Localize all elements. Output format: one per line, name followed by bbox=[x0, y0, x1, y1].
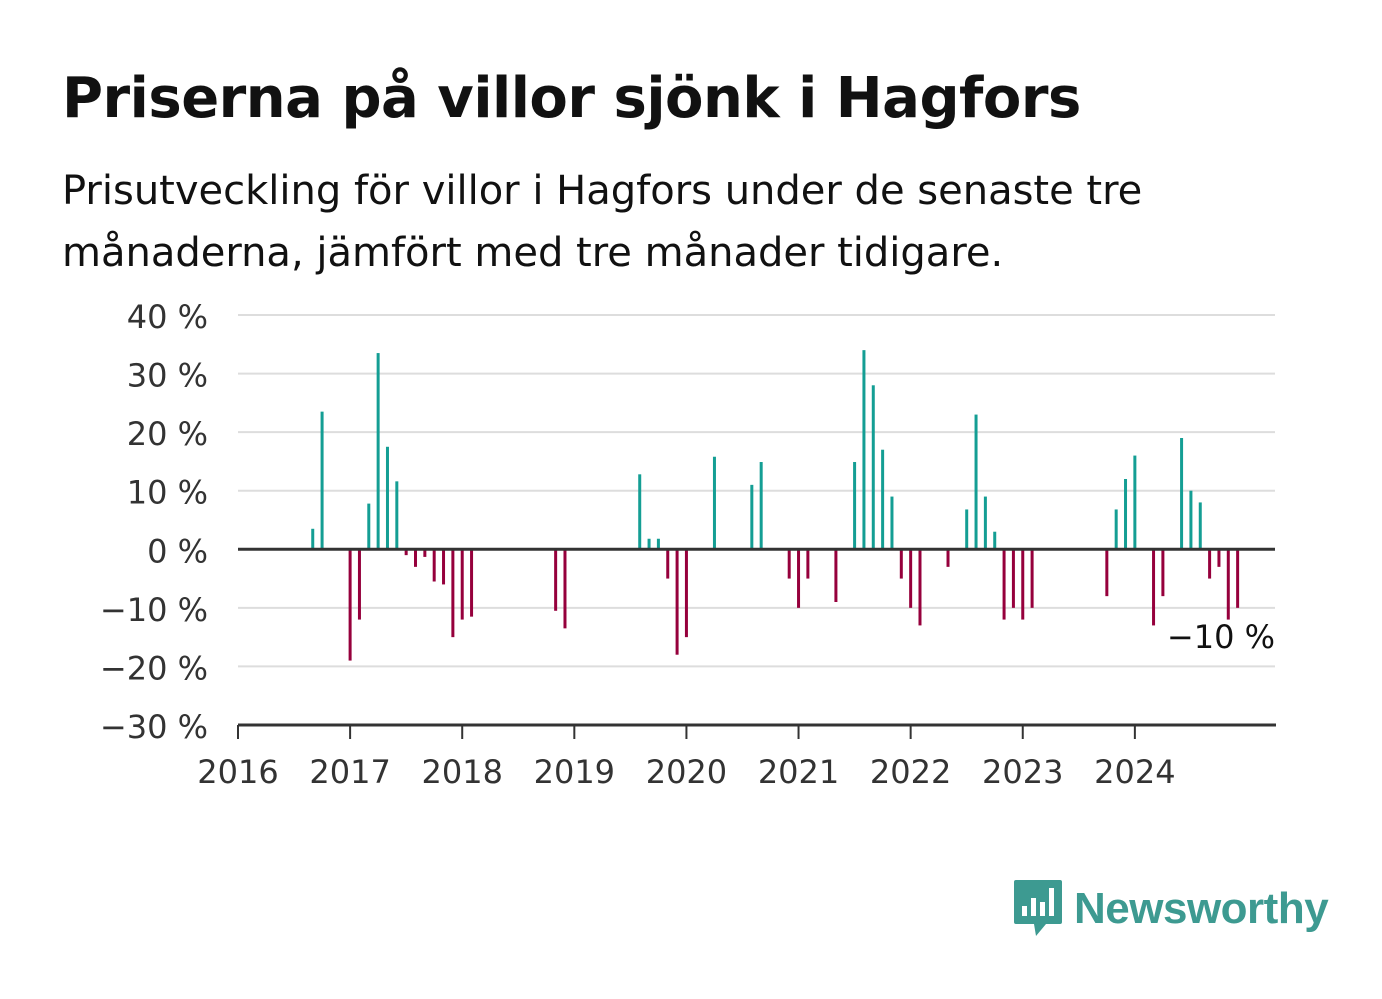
bar bbox=[1152, 549, 1156, 626]
x-tick-label: 2016 bbox=[197, 753, 278, 791]
gridlines bbox=[238, 314, 1275, 668]
y-tick-label: 40 % bbox=[127, 298, 208, 336]
brand-name: Newsworthy bbox=[1074, 884, 1329, 933]
bar bbox=[918, 549, 922, 626]
chart-subtitle: Prisutveckling för villor i Hagfors unde… bbox=[62, 168, 1143, 276]
bar bbox=[797, 549, 801, 608]
bar bbox=[1105, 549, 1109, 597]
bar bbox=[1198, 502, 1202, 550]
bar bbox=[460, 549, 464, 620]
bar bbox=[675, 549, 679, 655]
bar bbox=[1124, 479, 1128, 550]
y-tick-label: −20 % bbox=[100, 649, 208, 687]
x-tick-label: 2021 bbox=[758, 753, 839, 791]
bar bbox=[357, 549, 361, 620]
bar bbox=[946, 549, 950, 567]
bar bbox=[1021, 549, 1025, 620]
bar bbox=[890, 496, 894, 550]
y-tick-label: 0 % bbox=[147, 532, 208, 570]
y-tick-label: −30 % bbox=[100, 708, 208, 746]
last-value-annotation: −10 % bbox=[1167, 618, 1275, 656]
bar bbox=[470, 549, 474, 617]
bar-chart: 40 % 30 % 20 % 10 % 0 % −10 % −20 % −30 % 2016 20… bbox=[100, 298, 1276, 791]
tick-labels: 40 % 30 % 20 % 10 % 0 % −10 % −20 % −30 % 2016 20… bbox=[100, 298, 1275, 791]
bar bbox=[1208, 549, 1212, 579]
x-tick-label: 2018 bbox=[421, 753, 502, 791]
x-tick-label: 2024 bbox=[1094, 753, 1175, 791]
bar bbox=[974, 414, 978, 550]
bar bbox=[1236, 549, 1240, 608]
bar bbox=[647, 538, 651, 550]
bar bbox=[1161, 549, 1165, 597]
bar bbox=[1217, 549, 1221, 567]
y-tick-label: 30 % bbox=[127, 357, 208, 395]
x-tick-label: 2022 bbox=[870, 753, 951, 791]
bar bbox=[1226, 549, 1230, 620]
bar bbox=[432, 549, 436, 582]
bar bbox=[684, 549, 688, 638]
x-tick-label: 2019 bbox=[534, 753, 615, 791]
bar bbox=[853, 462, 857, 550]
bar bbox=[1114, 509, 1118, 550]
bar bbox=[787, 549, 791, 579]
bar bbox=[806, 549, 810, 579]
chart-title: Priserna på villor sjönk i Hagfors bbox=[62, 66, 1081, 131]
bar bbox=[367, 503, 371, 550]
bar bbox=[862, 350, 866, 550]
bar bbox=[1189, 490, 1193, 550]
bar bbox=[404, 549, 408, 556]
bar bbox=[1011, 549, 1015, 608]
y-tick-label: 10 % bbox=[127, 474, 208, 512]
bar bbox=[750, 484, 754, 550]
bar bbox=[712, 456, 716, 550]
bar bbox=[376, 353, 380, 550]
bar bbox=[759, 462, 763, 550]
bar bbox=[348, 549, 352, 661]
bar bbox=[666, 549, 670, 579]
bar bbox=[563, 549, 567, 629]
x-tick-label: 2023 bbox=[982, 753, 1063, 791]
y-tick-label: −10 % bbox=[100, 591, 208, 629]
bar bbox=[1133, 455, 1137, 550]
bar bbox=[320, 411, 324, 550]
x-tick-label: 2020 bbox=[646, 753, 727, 791]
bar bbox=[1030, 549, 1034, 608]
bar bbox=[871, 385, 875, 550]
bars bbox=[311, 350, 1240, 661]
bar bbox=[1002, 549, 1006, 620]
bar bbox=[442, 549, 446, 585]
bar-chart-speech-bubble-icon bbox=[1014, 880, 1062, 936]
bar bbox=[414, 549, 418, 567]
bar bbox=[909, 549, 913, 608]
bar bbox=[834, 549, 838, 602]
bar bbox=[395, 481, 399, 550]
bar bbox=[899, 549, 903, 579]
bar bbox=[881, 449, 885, 550]
bar bbox=[311, 528, 315, 550]
y-tick-label: 20 % bbox=[127, 415, 208, 453]
bar bbox=[656, 538, 660, 550]
bar bbox=[993, 531, 997, 550]
bar bbox=[965, 509, 969, 550]
bar bbox=[451, 549, 455, 638]
bar bbox=[423, 549, 427, 557]
bar bbox=[385, 446, 389, 550]
newsworthy-logo: Newsworthy bbox=[1012, 878, 1329, 940]
x-tick-label: 2017 bbox=[309, 753, 390, 791]
bar bbox=[1180, 438, 1184, 550]
bar bbox=[983, 496, 987, 550]
axes bbox=[237, 547, 1276, 739]
bar bbox=[554, 549, 558, 611]
bar bbox=[638, 474, 642, 550]
